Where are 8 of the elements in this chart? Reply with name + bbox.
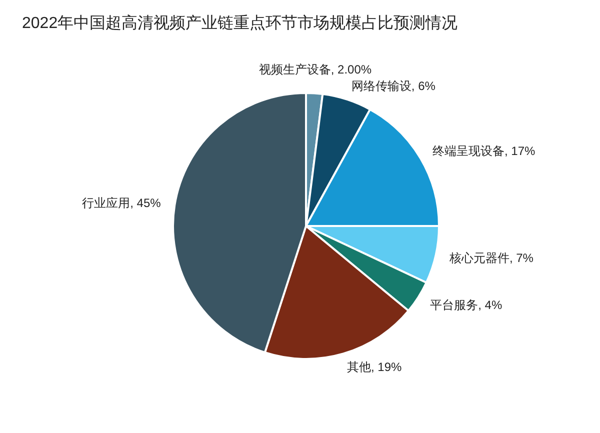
slice-label: 网络传输设, 6% bbox=[351, 79, 436, 94]
chart-title: 2022年中国超高清视频产业链重点环节市场规模占比预测情况 bbox=[22, 14, 458, 32]
slice-label: 行业应用, 45% bbox=[82, 196, 162, 210]
slice-label: 核心元器件, 7% bbox=[448, 251, 534, 266]
slice-label: 终端呈现设备, 17% bbox=[432, 144, 536, 158]
slice-label: 视频生产设备, 2.00% bbox=[258, 62, 372, 76]
slice-label: 其他, 19% bbox=[347, 360, 402, 374]
slice-label: 平台服务, 4% bbox=[430, 298, 502, 312]
